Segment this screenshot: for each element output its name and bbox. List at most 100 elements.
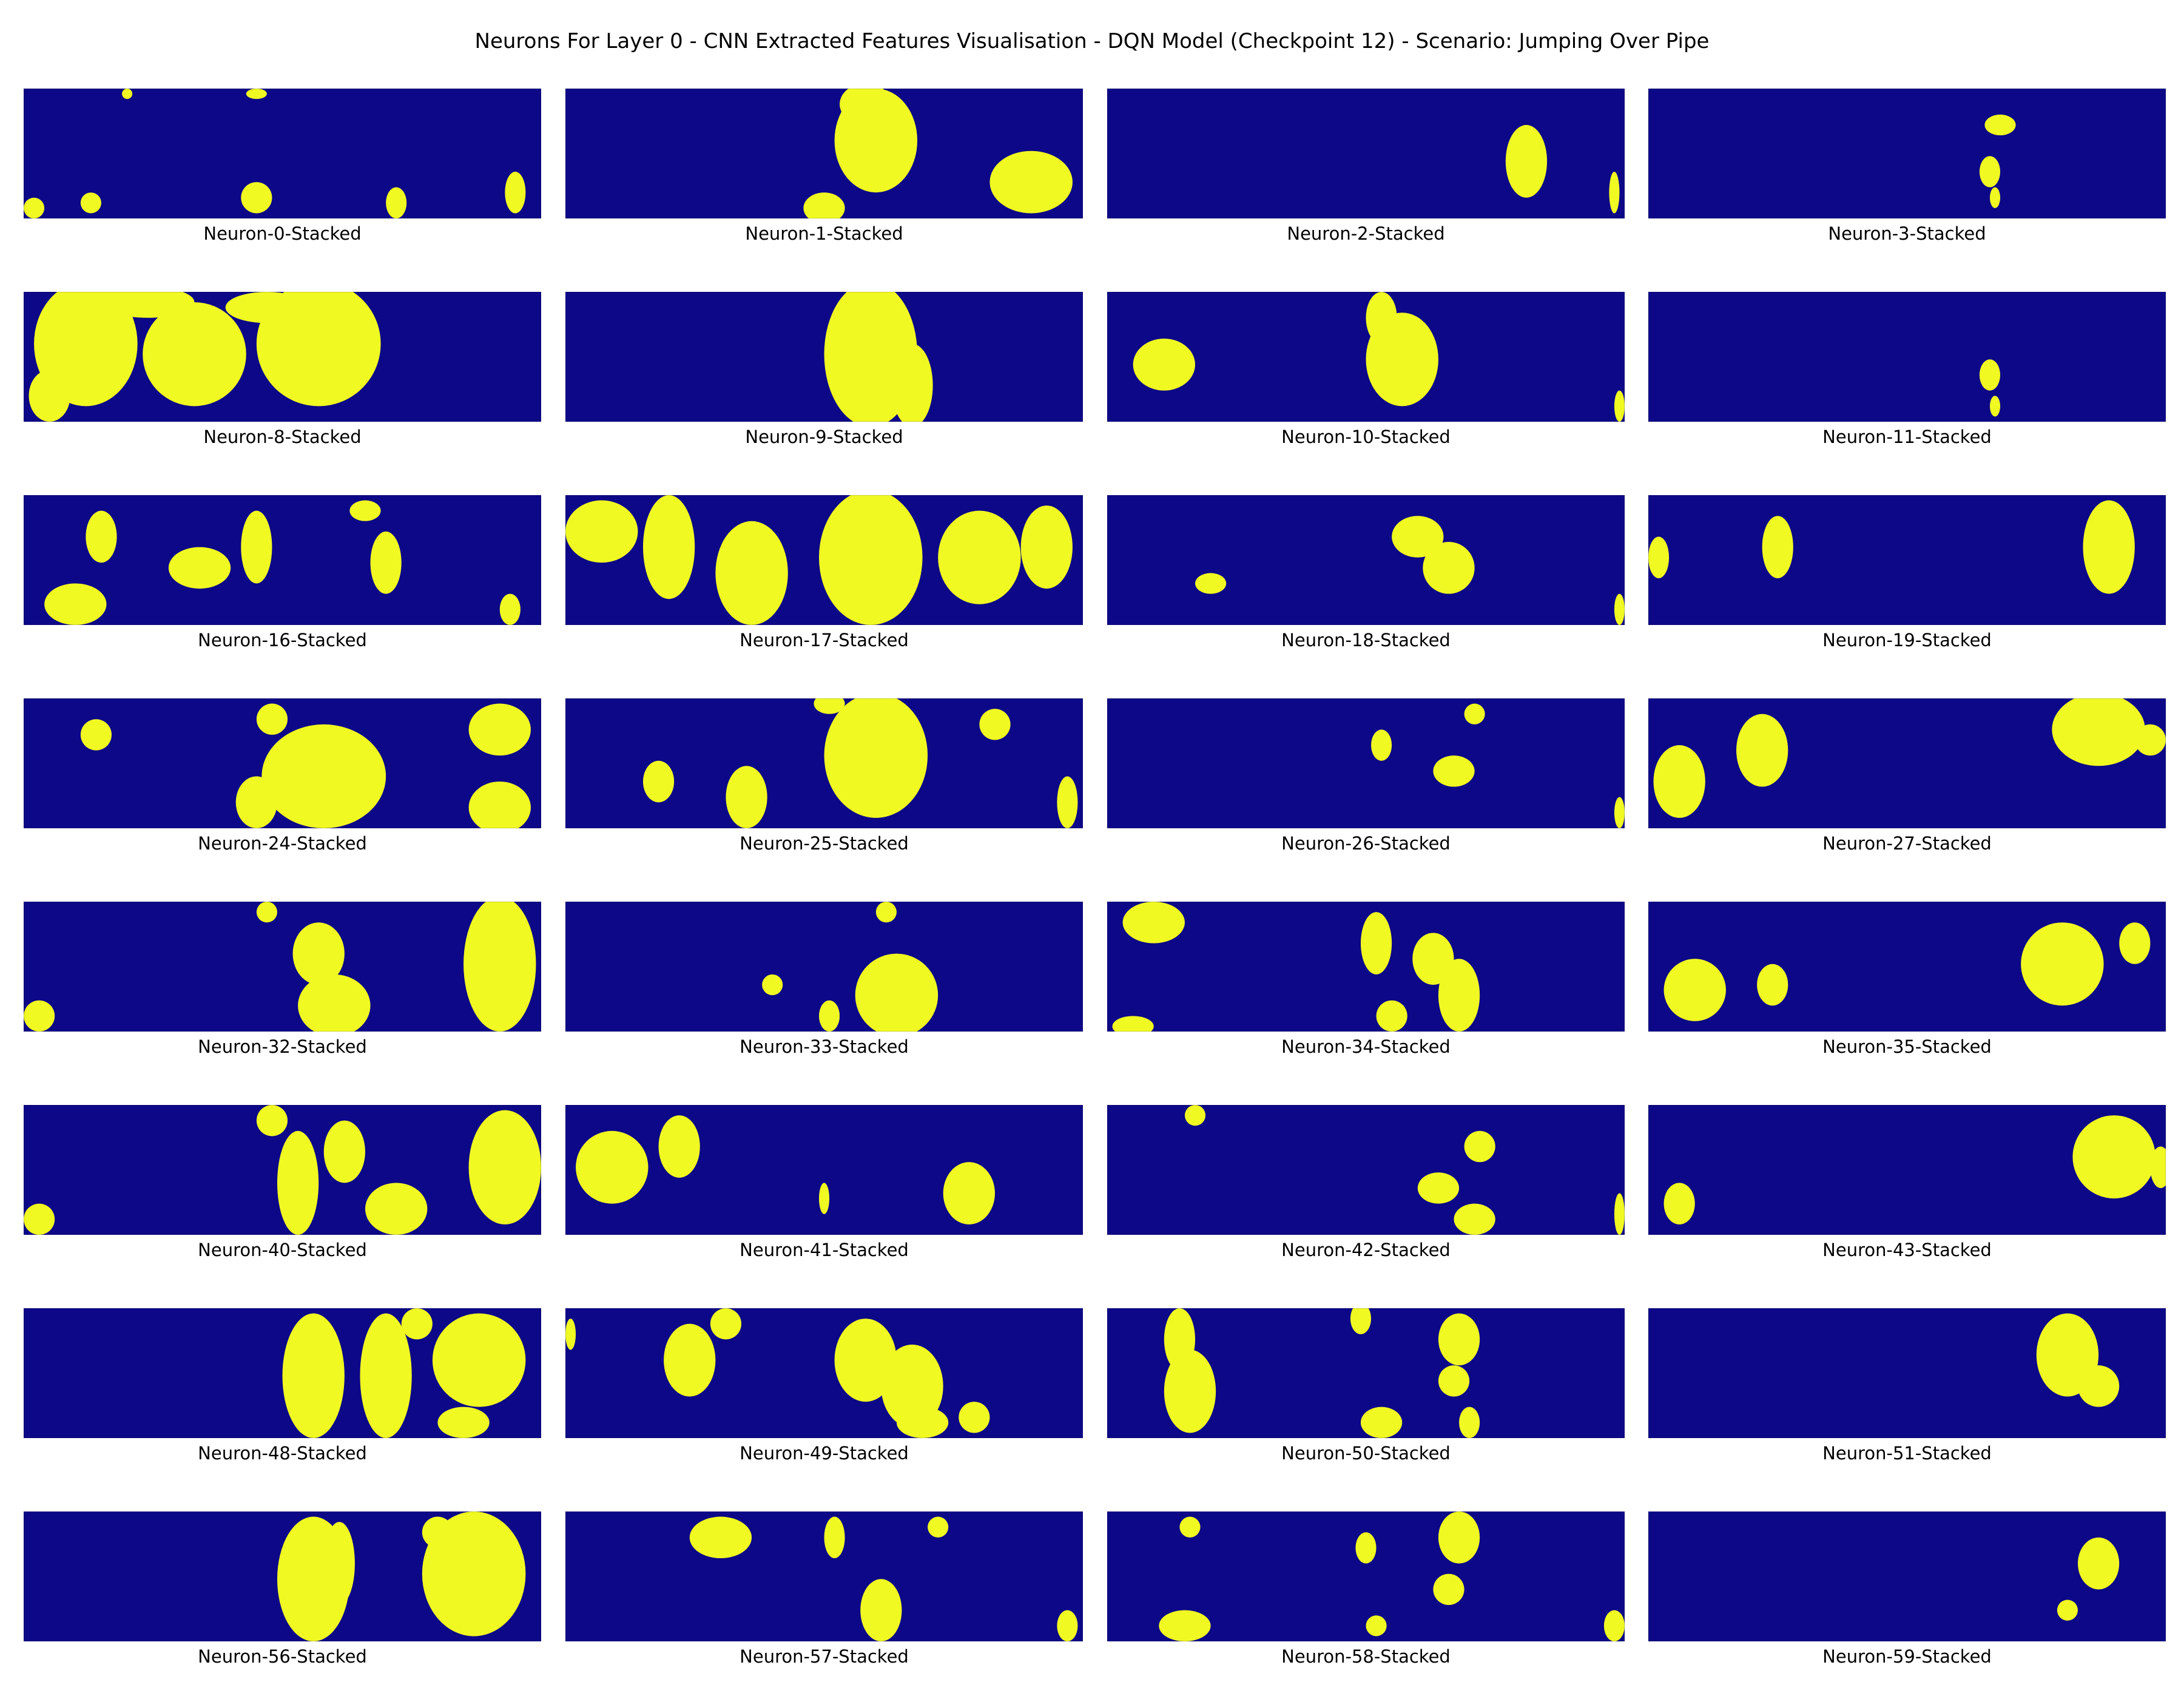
neuron-panel: Neuron-8-Stacked bbox=[24, 292, 541, 451]
feature-map-heatmap bbox=[565, 292, 1083, 422]
activation-region bbox=[2134, 724, 2166, 756]
activation-region bbox=[468, 781, 531, 828]
neuron-panel: Neuron-56-Stacked bbox=[24, 1512, 541, 1670]
activation-region bbox=[1438, 959, 1480, 1032]
heatmap-background bbox=[1107, 1105, 1625, 1235]
activation-region bbox=[1159, 1610, 1211, 1641]
feature-map-heatmap bbox=[24, 1512, 541, 1641]
activation-region bbox=[1133, 339, 1196, 391]
activation-region bbox=[1360, 912, 1392, 974]
neuron-panel-label: Neuron-25-Stacked bbox=[740, 833, 909, 854]
activation-region bbox=[1603, 1610, 1625, 1641]
activation-region bbox=[1433, 1573, 1464, 1606]
activation-region bbox=[241, 182, 272, 214]
activation-region bbox=[1164, 1349, 1216, 1433]
activation-region bbox=[2083, 500, 2135, 594]
activation-region bbox=[292, 922, 345, 985]
activation-region bbox=[365, 1183, 428, 1235]
activation-region bbox=[1979, 359, 2001, 391]
neuron-panel-label: Neuron-8-Stacked bbox=[203, 427, 362, 447]
feature-map-heatmap bbox=[565, 1105, 1083, 1235]
neuron-panel-label: Neuron-10-Stacked bbox=[1281, 427, 1451, 447]
neuron-panel-label: Neuron-0-Stacked bbox=[203, 223, 362, 244]
activation-region bbox=[840, 89, 892, 125]
neuron-panel-label: Neuron-27-Stacked bbox=[1822, 833, 1992, 854]
feature-map-heatmap bbox=[1648, 902, 2166, 1032]
feature-map-heatmap bbox=[24, 292, 541, 422]
neuron-panel: Neuron-57-Stacked bbox=[565, 1512, 1083, 1670]
neuron-panel: Neuron-2-Stacked bbox=[1107, 89, 1625, 248]
neuron-panel-label: Neuron-50-Stacked bbox=[1281, 1443, 1451, 1464]
neuron-panel-label: Neuron-19-Stacked bbox=[1822, 630, 1992, 650]
heatmap-background bbox=[1648, 495, 2166, 625]
neuron-panel-label: Neuron-11-Stacked bbox=[1822, 427, 1992, 447]
activation-region bbox=[1195, 573, 1227, 594]
activation-region bbox=[2077, 1537, 2120, 1590]
activation-region bbox=[689, 1516, 752, 1559]
activation-region bbox=[24, 1000, 55, 1032]
activation-region bbox=[576, 1130, 649, 1204]
activation-region bbox=[726, 766, 767, 828]
activation-region bbox=[499, 593, 521, 625]
activation-region bbox=[282, 1313, 345, 1438]
feature-map-heatmap bbox=[565, 89, 1083, 218]
feature-map-heatmap bbox=[1648, 698, 2166, 828]
neuron-panel: Neuron-9-Stacked bbox=[565, 292, 1083, 451]
activation-region bbox=[896, 1407, 949, 1438]
activation-region bbox=[437, 1407, 490, 1438]
activation-region bbox=[1459, 1407, 1480, 1438]
activation-region bbox=[1464, 1130, 1495, 1163]
activation-region bbox=[1438, 1365, 1470, 1397]
activation-region bbox=[1112, 1016, 1154, 1032]
activation-region bbox=[1392, 516, 1444, 558]
activation-region bbox=[80, 719, 112, 751]
activation-region bbox=[323, 1120, 365, 1183]
activation-region bbox=[928, 1516, 949, 1538]
activation-region bbox=[256, 703, 288, 735]
activation-region bbox=[256, 1105, 288, 1137]
neuron-panel: Neuron-11-Stacked bbox=[1648, 292, 2166, 451]
activation-region bbox=[277, 1130, 319, 1235]
neuron-panel-label: Neuron-56-Stacked bbox=[198, 1646, 367, 1667]
activation-region bbox=[1417, 1172, 1460, 1204]
activation-region bbox=[1057, 776, 1078, 828]
neuron-panel: Neuron-26-Stacked bbox=[1107, 698, 1625, 857]
activation-region bbox=[401, 1308, 433, 1340]
activation-region bbox=[834, 1319, 897, 1402]
activation-region bbox=[80, 192, 101, 214]
neuron-panel-label: Neuron-49-Stacked bbox=[740, 1443, 909, 1464]
feature-map-heatmap bbox=[1107, 495, 1625, 625]
activation-region bbox=[979, 709, 1011, 740]
neuron-panel: Neuron-16-Stacked bbox=[24, 495, 541, 654]
neuron-panel-label: Neuron-32-Stacked bbox=[198, 1036, 367, 1057]
feature-map-heatmap bbox=[1107, 1512, 1625, 1641]
heatmap-background bbox=[1648, 292, 2166, 422]
neuron-panel: Neuron-32-Stacked bbox=[24, 902, 541, 1061]
activation-region bbox=[1614, 593, 1625, 625]
neuron-panel-label: Neuron-2-Stacked bbox=[1287, 223, 1445, 244]
feature-map-heatmap bbox=[1107, 292, 1625, 422]
activation-region bbox=[1057, 1610, 1078, 1641]
neuron-panel-label: Neuron-41-Stacked bbox=[740, 1240, 909, 1260]
neuron-panel: Neuron-10-Stacked bbox=[1107, 292, 1625, 451]
activation-region bbox=[122, 89, 133, 100]
activation-region bbox=[256, 902, 277, 923]
activation-region bbox=[1184, 1105, 1206, 1126]
activation-region bbox=[1454, 1203, 1495, 1235]
activation-region bbox=[1614, 390, 1625, 422]
neuron-panel-label: Neuron-18-Stacked bbox=[1281, 630, 1451, 650]
neuron-panel-label: Neuron-48-Stacked bbox=[198, 1443, 367, 1464]
neuron-panel-label: Neuron-58-Stacked bbox=[1281, 1646, 1451, 1667]
feature-map-heatmap bbox=[1648, 1308, 2166, 1438]
activation-region bbox=[1984, 114, 2016, 136]
neuron-panel-label: Neuron-17-Stacked bbox=[740, 630, 909, 650]
neuron-panel: Neuron-25-Stacked bbox=[565, 698, 1083, 857]
activation-region bbox=[468, 1110, 541, 1224]
activation-region bbox=[891, 343, 933, 422]
neuron-panel-label: Neuron-34-Stacked bbox=[1281, 1036, 1451, 1057]
activation-region bbox=[298, 974, 371, 1032]
activation-region bbox=[642, 495, 695, 600]
feature-map-heatmap bbox=[565, 698, 1083, 828]
neuron-panel: Neuron-59-Stacked bbox=[1648, 1512, 2166, 1670]
activation-region bbox=[323, 1522, 355, 1606]
